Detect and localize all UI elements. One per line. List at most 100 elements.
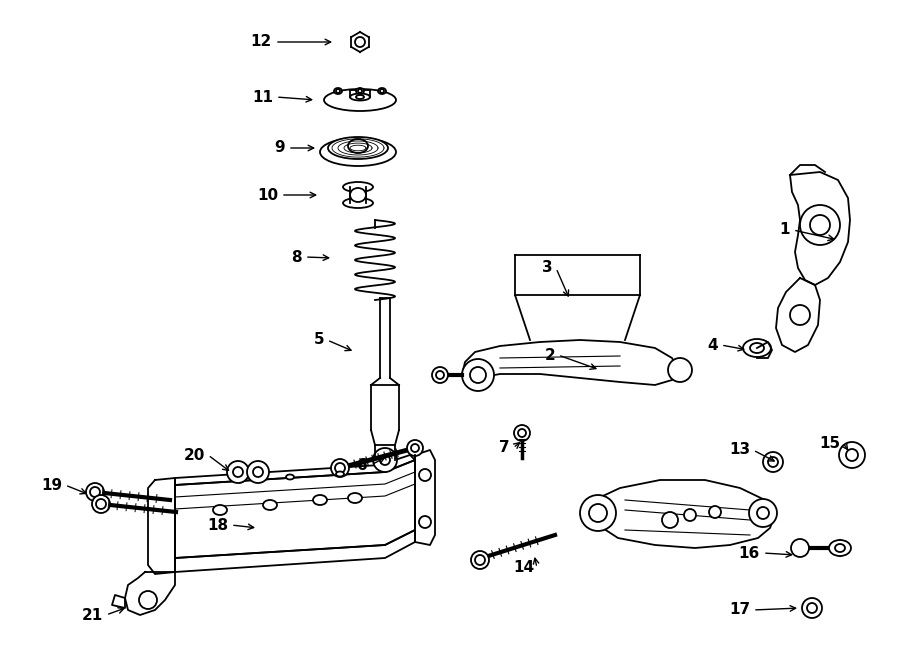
Text: 12: 12 [251,34,272,50]
Text: 3: 3 [543,260,553,276]
Text: 4: 4 [707,338,718,352]
Circle shape [810,215,830,235]
Circle shape [411,444,419,452]
Circle shape [790,305,810,325]
Ellipse shape [263,500,277,510]
Polygon shape [175,455,415,485]
Circle shape [802,598,822,618]
Ellipse shape [750,343,764,353]
Ellipse shape [236,477,244,483]
Polygon shape [175,460,415,558]
Polygon shape [590,480,775,548]
Text: 21: 21 [82,607,103,623]
Polygon shape [790,165,825,175]
Ellipse shape [350,188,366,202]
Circle shape [86,483,104,501]
Circle shape [518,429,526,437]
Polygon shape [415,450,435,545]
Circle shape [373,448,397,472]
Text: 2: 2 [544,348,555,362]
Ellipse shape [343,182,373,192]
Circle shape [470,367,486,383]
Circle shape [757,507,769,519]
Circle shape [709,506,721,518]
Ellipse shape [348,139,368,153]
Circle shape [471,551,489,569]
Ellipse shape [313,495,327,505]
Text: 13: 13 [729,442,750,457]
Text: 19: 19 [40,477,62,492]
Circle shape [92,495,110,513]
Circle shape [432,367,448,383]
Circle shape [668,358,692,382]
Polygon shape [112,595,125,608]
Circle shape [336,89,340,93]
Text: 18: 18 [207,518,228,533]
Circle shape [355,37,365,47]
Text: 11: 11 [252,89,273,104]
Ellipse shape [213,505,227,515]
Circle shape [580,495,616,531]
Circle shape [335,463,345,473]
Ellipse shape [356,88,364,94]
Text: 17: 17 [729,602,750,617]
Circle shape [331,459,349,477]
Circle shape [791,539,809,557]
Circle shape [90,487,100,497]
Circle shape [514,425,530,441]
Text: 6: 6 [357,457,368,473]
Text: 14: 14 [513,561,534,576]
Ellipse shape [743,339,771,357]
Ellipse shape [835,544,845,552]
Circle shape [684,509,696,521]
Ellipse shape [356,95,364,99]
Ellipse shape [350,93,370,100]
Circle shape [839,442,865,468]
Text: 9: 9 [274,141,285,155]
Circle shape [227,461,249,483]
Circle shape [807,603,817,613]
Polygon shape [776,278,820,352]
Text: 8: 8 [292,249,302,264]
Circle shape [247,461,269,483]
Circle shape [419,516,431,528]
Circle shape [662,512,678,528]
Circle shape [96,499,106,509]
Circle shape [407,440,423,456]
Polygon shape [148,478,175,574]
Text: 20: 20 [184,447,205,463]
Ellipse shape [829,540,851,556]
Circle shape [589,504,607,522]
Circle shape [419,469,431,481]
Circle shape [800,205,840,245]
Ellipse shape [286,475,294,479]
Circle shape [768,457,778,467]
Ellipse shape [324,89,396,111]
Ellipse shape [348,493,362,503]
Polygon shape [462,340,678,385]
Circle shape [380,455,390,465]
Polygon shape [757,342,772,358]
Ellipse shape [334,88,342,94]
Circle shape [358,89,362,93]
Text: 16: 16 [739,545,760,561]
Text: 15: 15 [819,436,840,451]
Polygon shape [125,572,175,615]
Text: 10: 10 [256,188,278,202]
Text: 5: 5 [313,332,324,348]
Ellipse shape [378,88,386,94]
Circle shape [475,555,485,565]
Circle shape [436,371,444,379]
Circle shape [763,452,783,472]
Ellipse shape [336,471,344,477]
Circle shape [749,499,777,527]
Circle shape [253,467,263,477]
Ellipse shape [328,137,388,159]
Circle shape [462,359,494,391]
Circle shape [139,591,157,609]
Ellipse shape [343,198,373,208]
Circle shape [233,467,243,477]
Text: 7: 7 [500,440,510,455]
Polygon shape [175,530,415,572]
Text: 1: 1 [779,223,790,237]
